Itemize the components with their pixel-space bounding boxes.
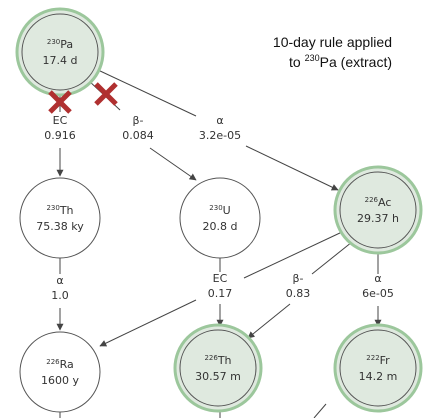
node-circle (19, 331, 101, 413)
node-symbol: Ra (60, 358, 74, 371)
edge-ratio: 0.916 (44, 129, 76, 142)
node-half-life: 17.4 d (43, 54, 78, 67)
edge-ratio: 1.0 (51, 289, 69, 302)
edge-mode: α (216, 114, 223, 127)
edge-ratio: 0.17 (208, 287, 233, 300)
node-name: 222Fr (366, 354, 390, 367)
node-mass: 230 (47, 38, 60, 46)
edge (245, 145, 339, 191)
annotation: 10-day rule applied (273, 34, 392, 50)
node-symbol: U (223, 204, 231, 217)
annotation-text: to (289, 54, 305, 70)
node-symbol: Fr (380, 354, 391, 367)
node: 226Ra 1600 y (19, 331, 101, 413)
node-symbol: Th (59, 204, 74, 217)
node: 226Ac 29.37 h (333, 165, 423, 255)
annotation-sup: 230 (305, 53, 320, 63)
node-name: 226Ac (365, 196, 392, 209)
cross (48, 90, 72, 114)
edge-ratio: 0.084 (122, 129, 154, 142)
node-circle (179, 329, 257, 407)
node-circle (339, 329, 417, 407)
edge-ratio: 6e-05 (362, 287, 394, 300)
annotation-text: Pa (extract) (320, 54, 392, 70)
edge (247, 303, 291, 339)
node-name: 230Th (46, 204, 73, 217)
node-half-life: 1600 y (41, 374, 79, 387)
node-name: 226Ra (46, 358, 74, 371)
edge-mode: α (374, 272, 381, 285)
node: 230Th 75.38 ky (19, 177, 101, 259)
node-half-life: 75.38 ky (36, 220, 84, 233)
node: 226Th 30.57 m (173, 323, 263, 413)
edge (99, 299, 197, 347)
cross (94, 82, 118, 106)
node-mass: 230 (209, 204, 222, 212)
node-half-life: 30.57 m (195, 370, 241, 383)
node-symbol: Ac (378, 196, 391, 209)
node-circle (19, 177, 101, 259)
edge-mode: β- (133, 114, 144, 127)
node-symbol: Pa (60, 38, 73, 51)
edges (56, 69, 382, 418)
node-circle (339, 171, 417, 249)
annotation: to 230Pa (extract) (289, 53, 392, 70)
node-name: 230Pa (47, 38, 73, 51)
node-name: 230U (209, 204, 230, 217)
node-mass: 226 (365, 196, 379, 204)
node-mass: 230 (46, 204, 59, 212)
node-circle (21, 13, 99, 91)
edge (311, 241, 353, 275)
edge (243, 231, 343, 279)
edge-mode: EC (53, 114, 68, 127)
edge-ratio: 0.83 (286, 287, 311, 300)
edge (313, 403, 327, 418)
node-mass: 222 (366, 354, 379, 362)
edge-ratio: 3.2e-05 (199, 129, 241, 142)
node-circle (179, 177, 261, 259)
node-half-life: 29.37 h (357, 212, 399, 225)
node-mass: 226 (204, 354, 218, 362)
edge (149, 147, 197, 181)
node-half-life: 14.2 m (359, 370, 398, 383)
edge-mode: EC (213, 272, 228, 285)
edge (97, 69, 197, 117)
edge-labels: EC 0.916 β- 0.084 α 3.2e-05 α 1.0 EC 0.1… (44, 114, 394, 302)
node: 230Pa 17.4 d (15, 7, 105, 97)
removed-marks (48, 82, 118, 114)
edge-mode: α (56, 274, 63, 287)
edge-mode: β- (293, 272, 304, 285)
node-half-life: 20.8 d (203, 220, 238, 233)
node-mass: 226 (46, 358, 60, 366)
node: 222Fr 14.2 m (333, 323, 423, 413)
node-symbol: Th (217, 354, 232, 367)
node-name: 226Th (204, 354, 231, 367)
node: 230U 20.8 d (179, 177, 261, 259)
